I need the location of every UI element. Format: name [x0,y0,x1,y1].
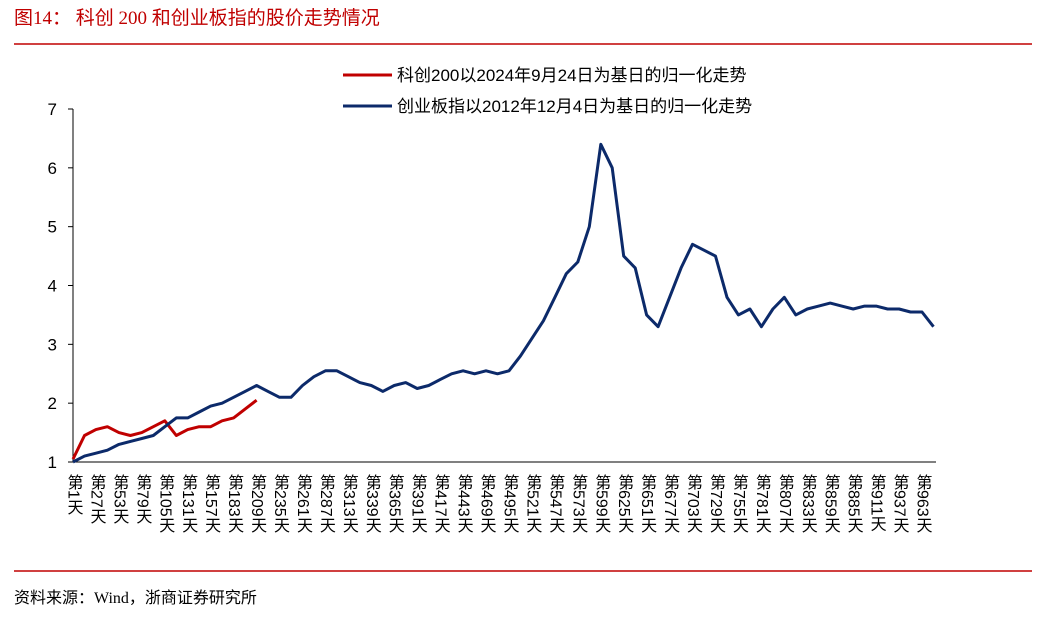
legend-label: 科创200以2024年9月24日为基日的归一化走势 [397,66,747,85]
x-tick-label: 第469天 [478,474,497,533]
series-line [71,399,258,460]
x-tick-label: 第703天 [684,474,703,533]
y-tick-label: 1 [48,453,57,472]
x-tick-label: 第79天 [133,474,152,524]
x-tick-label: 第495天 [500,474,519,533]
x-tick-label: 第573天 [569,474,588,533]
x-tick-label: 第339天 [363,474,382,533]
x-tick-label: 第27天 [87,474,106,524]
x-tick-label: 第755天 [730,474,749,533]
x-tick-label: 第183天 [225,474,244,533]
x-tick-label: 第911天 [868,474,887,532]
x-tick-label: 第209天 [248,474,267,533]
x-tick-label: 第781天 [753,474,772,533]
x-tick-label: 第131天 [179,474,198,533]
y-tick-label: 5 [48,218,57,237]
x-tick-label: 第157天 [202,474,221,533]
x-tick-label: 第235天 [271,474,290,533]
x-tick-label: 第937天 [891,474,910,533]
x-tick-label: 第651天 [638,474,657,533]
x-tick-label: 第807天 [776,474,795,533]
x-tick-label: 第963天 [914,474,933,533]
x-tick-label: 第391天 [409,474,428,533]
x-tick-label: 第443天 [455,474,474,533]
x-tick-label: 第547天 [546,474,565,533]
x-tick-label: 第599天 [592,474,611,533]
x-tick-label: 第729天 [707,474,726,533]
x-tick-label: 第833天 [799,474,818,533]
x-tick-label: 第105天 [156,474,175,533]
chart-title: 图14： 科创 200 和创业板指的股价走势情况 [14,7,380,29]
x-tick-label: 第677天 [661,474,680,533]
x-tick-label: 第521天 [523,474,542,533]
series-line [72,142,935,464]
x-tick-label: 第885天 [845,474,864,533]
x-tick-label: 第417天 [432,474,451,533]
y-tick-label: 2 [48,394,57,413]
y-tick-label: 7 [48,100,57,119]
x-tick-label: 第261天 [294,474,313,533]
x-tick-label: 第313天 [340,474,359,533]
x-tick-label: 第53天 [110,474,129,524]
x-tick-label: 第365天 [386,474,405,533]
x-tick-label: 第859天 [822,474,841,533]
y-tick-label: 3 [48,335,57,354]
y-tick-label: 4 [48,277,57,296]
x-tick-label: 第287天 [317,474,336,533]
x-tick-label: 第625天 [615,474,634,533]
x-tick-label: 第1天 [65,474,84,515]
source: 资料来源：Wind，浙商证券研究所 [14,589,257,607]
y-tick-label: 6 [48,159,57,178]
legend-label: 创业板指以2012年12月4日为基日的归一化走势 [397,97,752,116]
